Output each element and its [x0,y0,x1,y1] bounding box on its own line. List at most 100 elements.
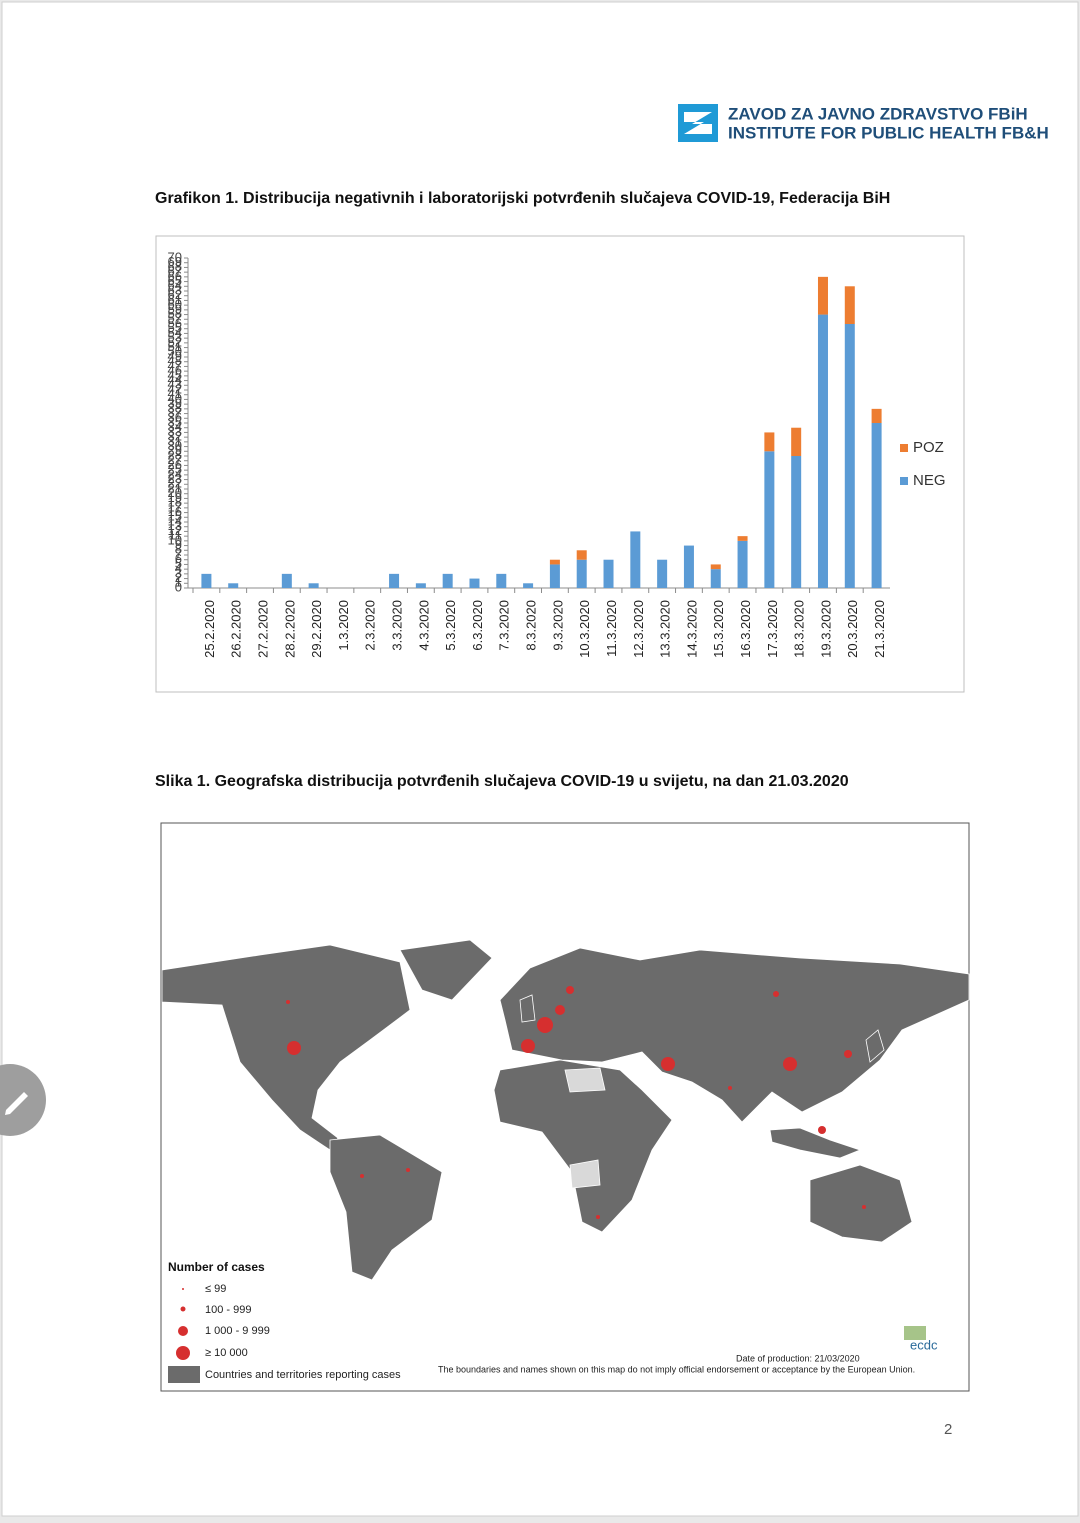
marker [862,1205,866,1209]
header-line: ZAVOD ZA JAVNO ZDRAVSTVO FBiH [728,104,1028,123]
y-tick-label: 4 [175,561,182,576]
y-tick-label: 37 [168,405,182,420]
legend-swatch [900,444,908,452]
bar [389,573,400,588]
y-tick-label: 32 [168,429,182,444]
page-number: 2 [944,1421,952,1438]
bar [603,559,614,588]
x-tick-label: 17.3.2020 [765,600,780,658]
bar [523,583,534,588]
y-tick-label: 58 [168,306,182,321]
y-tick-label: 63 [168,282,182,297]
marker [286,1000,290,1004]
y-tick-label: 64 [168,278,182,293]
y-tick-label: 13 [168,518,182,533]
edit-button[interactable] [0,1064,46,1136]
x-tick-label: 13.3.2020 [658,600,673,658]
x-tick-label: 19.3.2020 [818,600,833,658]
y-tick-label: 26 [168,457,182,472]
y-tick-label: 46 [168,363,182,378]
y-tick-label: 12 [168,523,182,538]
y-tick-label: 1 [175,575,182,590]
bar [308,583,319,588]
y-tick-label: 55 [168,320,182,335]
y-tick-label: 41 [168,386,182,401]
legend-symbol [176,1346,190,1360]
y-tick-label: 33 [168,424,182,439]
map-disclaimer: The boundaries and names shown on this m… [438,1364,915,1374]
map-date: Date of production: 21/03/2020 [736,1353,860,1363]
header-line: INSTITUTE FOR PUBLIC HEALTH FB&H [728,123,1049,142]
bar [791,456,802,588]
africa [493,1059,673,1233]
y-tick-label: 25 [168,462,182,477]
bar [817,314,828,588]
bar [710,569,721,588]
bar [228,583,239,588]
marker [783,1057,797,1071]
bar [737,536,748,541]
bar [844,324,855,588]
x-tick-label: 26.2.2020 [229,600,244,658]
y-tick-label: 56 [168,315,182,330]
y-tick-label: 19 [168,490,182,505]
light-region [564,1067,606,1093]
y-tick-label: 6 [175,551,182,566]
chart: 0123456789101112131415161718192021222324… [168,249,946,657]
x-tick-label: 12.3.2020 [631,600,646,658]
marker [661,1057,675,1071]
x-tick-label: 15.3.2020 [711,600,726,658]
edit-icon[interactable] [5,1092,28,1115]
y-tick-label: 50 [168,344,182,359]
bar [657,559,668,588]
map-legend-item: 1 000 - 9 999 [205,1325,270,1337]
marker [555,1005,565,1015]
japan [865,1029,885,1063]
y-tick-label: 57 [168,311,182,326]
y-tick-label: 35 [168,414,182,429]
marker [818,1126,826,1134]
chart-frame [155,235,965,693]
x-tick-label: 4.3.2020 [416,600,431,651]
x-tick-label: 6.3.2020 [470,600,485,651]
x-tick-label: 14.3.2020 [684,600,699,658]
legend-swatch [900,477,908,485]
south-america [329,1134,443,1281]
bar [549,564,560,588]
bar [871,408,882,423]
y-tick-label: 59 [168,301,182,316]
legend-label: POZ [913,439,944,456]
x-tick-label: 8.3.2020 [524,600,539,651]
y-tick-label: 0 [175,579,182,594]
x-tick-label: 7.3.2020 [497,600,512,651]
y-tick-label: 22 [168,476,182,491]
y-tick-label: 69 [168,254,182,269]
bar [817,276,828,315]
marker [773,991,779,997]
x-tick-label: 2.3.2020 [363,600,378,651]
legend-symbol [182,1288,184,1290]
y-tick-label: 20 [168,485,182,500]
map-legend-item: 100 - 999 [205,1304,251,1316]
y-tick-label: 11 [169,528,183,543]
y-tick-label: 15 [168,509,182,524]
x-tick-label: 5.3.2020 [443,600,458,651]
x-tick-label: 27.2.2020 [255,600,270,658]
bar [442,573,453,588]
bar [630,531,641,588]
y-tick-label: 29 [168,443,182,458]
bar [844,286,855,324]
y-tick-label: 17 [168,499,182,514]
y-tick-label: 68 [168,259,182,274]
y-tick-label: 53 [168,330,182,345]
legend-label: NEG [913,472,946,489]
figure-caption: Slika 1. Geografska distribucija potvrđe… [155,773,849,790]
y-tick-label: 39 [168,396,182,411]
y-tick-label: 31 [168,433,182,448]
map-legend-item: Countries and territories reporting case… [205,1369,401,1381]
x-tick-label: 21.3.2020 [872,600,887,658]
y-tick-label: 16 [168,504,182,519]
y-tick-label: 18 [168,495,182,510]
marker [287,1041,301,1055]
bar [737,540,748,588]
